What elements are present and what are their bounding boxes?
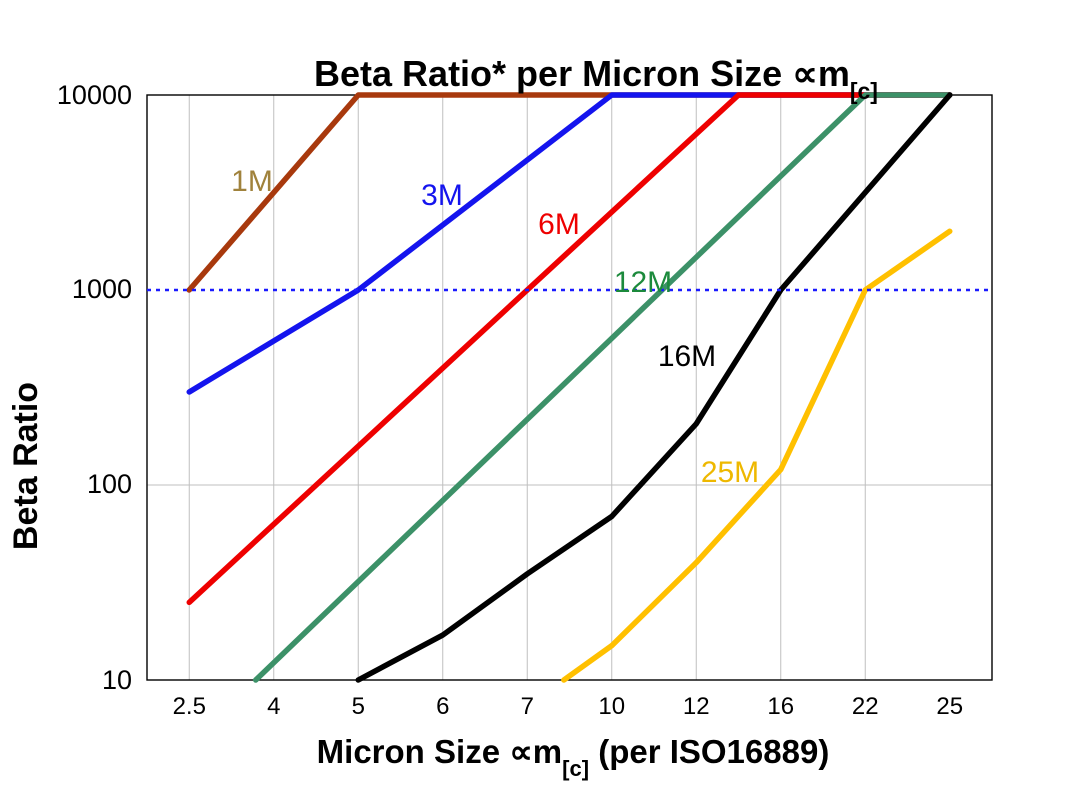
svg-text:4: 4 xyxy=(267,693,280,720)
svg-text:100: 100 xyxy=(87,469,132,499)
svg-text:5: 5 xyxy=(352,693,365,720)
svg-text:25M: 25M xyxy=(701,456,759,489)
svg-text:25: 25 xyxy=(936,693,963,720)
svg-text:1000: 1000 xyxy=(72,274,132,304)
svg-text:16M: 16M xyxy=(658,340,716,373)
svg-text:10: 10 xyxy=(598,693,625,720)
svg-text:10: 10 xyxy=(102,665,132,695)
svg-text:3M: 3M xyxy=(421,179,463,212)
svg-text:2.5: 2.5 xyxy=(173,693,206,720)
svg-text:6M: 6M xyxy=(538,208,580,241)
svg-text:Micron Size ∝m[c] (per ISO1688: Micron Size ∝m[c] (per ISO16889) xyxy=(317,733,830,781)
svg-text:Beta Ratio: Beta Ratio xyxy=(7,382,45,550)
svg-text:16: 16 xyxy=(767,693,794,720)
svg-text:12: 12 xyxy=(683,693,710,720)
svg-text:1M: 1M xyxy=(231,165,273,198)
svg-text:22: 22 xyxy=(852,693,879,720)
svg-text:10000: 10000 xyxy=(57,80,132,110)
svg-text:7: 7 xyxy=(521,693,534,720)
svg-text:6: 6 xyxy=(436,693,449,720)
svg-text:12M: 12M xyxy=(614,266,672,299)
